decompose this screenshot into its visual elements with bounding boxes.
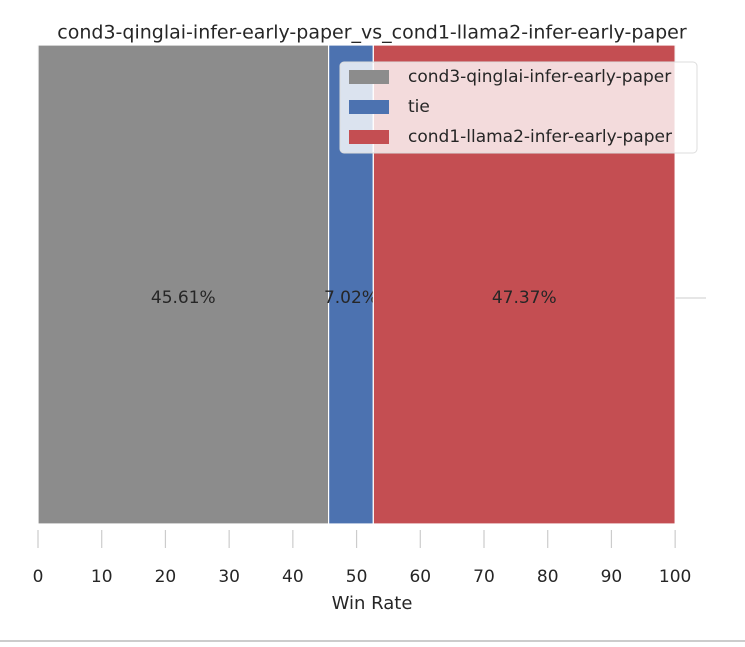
legend-swatch bbox=[349, 70, 389, 84]
bar-segment bbox=[37, 44, 330, 525]
x-tick-label: 90 bbox=[601, 567, 623, 587]
x-tick-label: 100 bbox=[659, 567, 691, 587]
legend-box bbox=[339, 61, 698, 154]
data-label: 47.37% bbox=[492, 288, 557, 308]
x-tick-label: 30 bbox=[218, 567, 240, 587]
data-label: 45.61% bbox=[151, 288, 216, 308]
legend-label: tie bbox=[408, 97, 430, 117]
x-tick-label: 60 bbox=[409, 567, 431, 587]
legend-label: cond1-llama2-infer-early-paper bbox=[408, 127, 672, 147]
x-axis-label: Win Rate bbox=[332, 593, 413, 614]
x-tick-label: 40 bbox=[282, 567, 304, 587]
data-label: 7.02% bbox=[324, 288, 378, 308]
legend-swatch bbox=[349, 130, 389, 144]
x-tick-label: 10 bbox=[91, 567, 113, 587]
legend-swatch bbox=[349, 100, 389, 114]
legend-label: cond3-qinglai-infer-early-paper bbox=[408, 67, 671, 87]
x-tick-label: 70 bbox=[473, 567, 495, 587]
x-tick-label: 80 bbox=[537, 567, 559, 587]
x-tick-label: 20 bbox=[155, 567, 177, 587]
chart-title: cond3-qinglai-infer-early-paper_vs_cond1… bbox=[57, 22, 687, 44]
x-tick-label: 0 bbox=[33, 567, 44, 587]
x-tick-label: 50 bbox=[346, 567, 368, 587]
